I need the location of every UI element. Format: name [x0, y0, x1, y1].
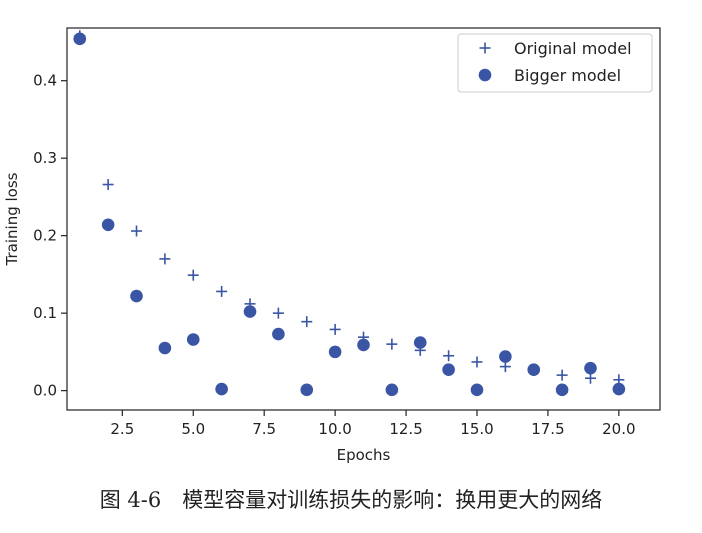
- original-model-point: [131, 225, 143, 237]
- bigger-model-point: [527, 363, 541, 377]
- bigger-model-point: [215, 382, 228, 396]
- x-tick-label: 12.5: [389, 420, 422, 438]
- y-axis-label: Training loss: [3, 172, 21, 266]
- original-model-point: [216, 285, 228, 297]
- bigger-model-point: [413, 336, 427, 349]
- y-tick-label: 0.0: [33, 382, 57, 400]
- x-tick-label: 20.0: [602, 420, 635, 438]
- legend-circle-marker: [478, 68, 492, 82]
- y-tick-label: 0.3: [33, 149, 57, 167]
- data-series: [73, 30, 626, 397]
- bigger-model-point: [612, 382, 626, 396]
- x-tick-label: 15.0: [460, 420, 493, 438]
- bigger-model-point: [272, 327, 285, 341]
- x-tick-label: 7.5: [252, 420, 276, 438]
- bigger-model-point: [328, 345, 342, 359]
- original-model-point: [159, 253, 171, 265]
- x-axis: 2.5 5.0 7.5 10.0 12.5 15.0 17.5 20.0: [110, 410, 636, 438]
- legend-label-bigger: Bigger model: [514, 66, 621, 85]
- legend-marker-original: [479, 42, 491, 54]
- series-bigger-model: [73, 32, 626, 397]
- plot-area-border: [66, 27, 661, 411]
- x-tick-label: 5.0: [181, 420, 205, 438]
- x-axis-label: Epochs: [337, 446, 391, 464]
- bigger-model-point: [186, 333, 200, 346]
- bigger-model-point: [73, 32, 87, 46]
- original-model-point: [329, 323, 341, 335]
- y-tick-label: 0.4: [33, 72, 57, 90]
- training-loss-chart: 2.5 5.0 7.5 10.0 12.5 15.0 17.5 20.0 0.00.10.20…: [3, 27, 661, 464]
- y-tick-label: 0.1: [33, 304, 57, 322]
- original-model-point: [443, 350, 455, 362]
- original-model-point: [301, 316, 313, 328]
- original-model-point: [386, 338, 398, 350]
- bigger-model-point: [243, 305, 257, 318]
- original-model-point: [471, 356, 483, 368]
- original-model-point: [556, 369, 568, 381]
- bigger-model-point: [385, 383, 399, 397]
- original-model-point: [499, 361, 511, 373]
- plot-frame: [66, 27, 661, 411]
- bigger-model-point: [130, 289, 143, 303]
- y-axis: 0.0 0.1 0.2 0.3 0.4: [33, 72, 67, 400]
- legend-label-original: Original model: [514, 39, 632, 58]
- x-tick-label: 10.0: [318, 420, 351, 438]
- x-tick-label: 17.5: [531, 420, 564, 438]
- bigger-model-point: [442, 363, 455, 377]
- bigger-model-point: [158, 341, 172, 355]
- legend-plus-marker: [479, 42, 491, 54]
- original-model-point: [272, 307, 284, 319]
- legend: Original model Bigger model: [457, 33, 653, 93]
- figure-caption: 图 4-6 模型容量对训练损失的影响：换用更大的网络: [99, 488, 603, 512]
- legend-marker-bigger: [478, 68, 492, 82]
- x-tick-label: 2.5: [110, 420, 134, 438]
- original-model-point: [187, 269, 199, 281]
- y-tick-label: 0.2: [33, 227, 57, 245]
- bigger-model-point: [300, 383, 314, 397]
- original-model-point: [102, 179, 114, 191]
- original-model-point: [584, 372, 596, 384]
- bigger-model-point: [555, 383, 569, 397]
- legend-box: [457, 33, 653, 93]
- bigger-model-point: [101, 218, 115, 232]
- bigger-model-point: [499, 350, 512, 363]
- bigger-model-point: [357, 338, 370, 352]
- bigger-model-point: [470, 383, 484, 397]
- bigger-model-point: [584, 361, 597, 375]
